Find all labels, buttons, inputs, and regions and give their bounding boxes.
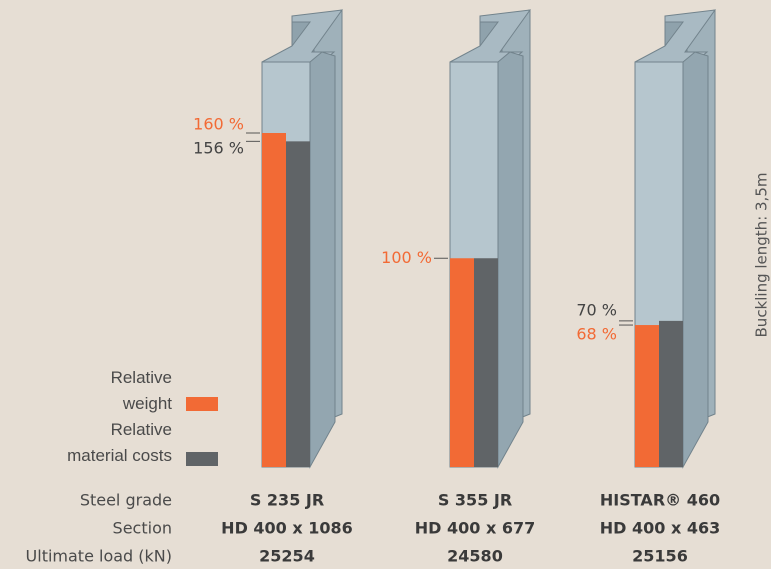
row-value: HD 400 x 463	[600, 519, 721, 538]
column-side	[682, 51, 709, 469]
value-label: 156 %	[193, 139, 244, 158]
column-side	[309, 51, 336, 469]
value-label: 100 %	[381, 248, 432, 267]
bar	[474, 258, 498, 467]
legend-label: Relative weight	[110, 368, 172, 413]
bar	[286, 141, 310, 467]
row-value: S 355 JR	[438, 491, 512, 510]
row-value: 25156	[632, 547, 688, 566]
row-label: Ultimate load (kN)	[26, 547, 172, 566]
row-value: 24580	[447, 547, 503, 566]
row-value: 25254	[259, 547, 315, 566]
value-label: 160 %	[193, 115, 244, 134]
legend-swatch	[186, 452, 218, 466]
bar	[635, 325, 659, 467]
row-label: Steel grade	[80, 491, 172, 510]
row-value: HD 400 x 677	[415, 519, 536, 538]
bar	[450, 258, 474, 467]
value-label: 70 %	[576, 300, 617, 319]
row-label: Section	[113, 519, 172, 538]
row-value: HD 400 x 1086	[221, 519, 353, 538]
bar	[659, 320, 683, 467]
column-side	[497, 51, 524, 469]
row-value: HISTAR® 460	[600, 491, 720, 510]
legend-swatch	[186, 397, 218, 411]
legend-label: Relative material costs	[67, 420, 172, 465]
side-note: Buckling length: 3,5m	[753, 173, 771, 338]
row-value: S 235 JR	[250, 491, 324, 510]
value-label: 68 %	[576, 324, 617, 343]
bar	[262, 133, 286, 467]
